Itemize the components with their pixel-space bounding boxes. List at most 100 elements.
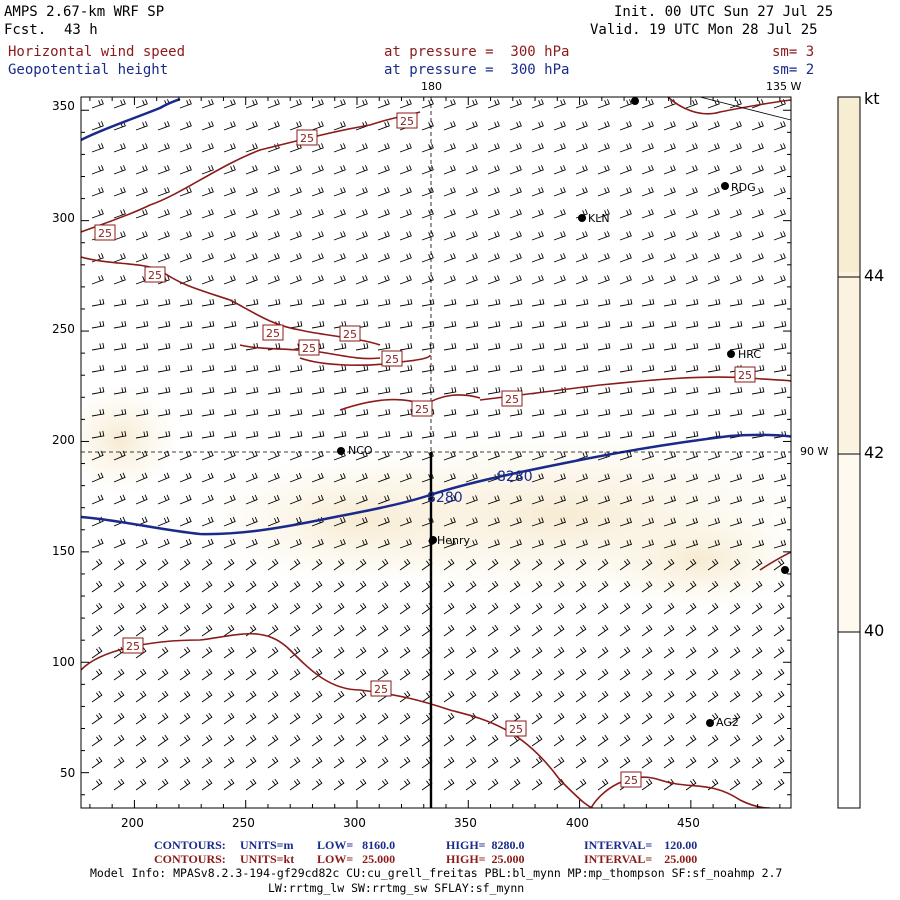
- wind-barb: [641, 756, 653, 769]
- wind-barb: [223, 690, 235, 703]
- wind-barb: [597, 646, 609, 659]
- wind-barb: [685, 275, 698, 285]
- wind-barb: [751, 734, 763, 747]
- wind-contour-label-box: [339, 325, 361, 342]
- wind-barb: [729, 778, 741, 791]
- wind-barb: [245, 450, 258, 461]
- wind-barb: [509, 451, 522, 461]
- wind-barb: [157, 516, 170, 527]
- wind-barb: [685, 580, 697, 593]
- wind-barb: [443, 298, 457, 307]
- wind-barb: [487, 165, 500, 175]
- wind-barb: [729, 539, 743, 549]
- wind-barb: [377, 209, 390, 219]
- wind-barb: [707, 121, 720, 131]
- wind-barb: [179, 580, 191, 593]
- wind-barb: [201, 165, 214, 175]
- wind-barb: [553, 668, 565, 681]
- wind-barb: [553, 495, 566, 505]
- wind-barb: [113, 756, 125, 769]
- wind-barb: [311, 209, 324, 219]
- wind-barb: [509, 165, 522, 175]
- wind-barb: [597, 580, 609, 593]
- station-marker: [429, 536, 437, 544]
- footer-contour2-interval: INTERVAL= 25.000: [584, 852, 698, 866]
- wind-barb: [179, 209, 192, 219]
- wind-barb: [685, 165, 698, 175]
- meridian-180-label: 180: [421, 80, 442, 93]
- wind-barb: [355, 473, 368, 483]
- wind-barb: [377, 602, 389, 615]
- wind-barb: [663, 231, 676, 241]
- wind-barb: [223, 253, 236, 263]
- wind-barb: [443, 517, 456, 527]
- wind-barb: [399, 386, 413, 395]
- wind-barb: [487, 495, 500, 505]
- wind-barb: [355, 517, 368, 527]
- wind-barb: [619, 165, 632, 175]
- wind-barb: [663, 165, 676, 175]
- wind-barb: [619, 121, 632, 131]
- wind-barb: [421, 209, 434, 219]
- wind-barb: [773, 187, 786, 197]
- wind-barb: [377, 275, 390, 285]
- wind-barb: [289, 253, 302, 263]
- wind-barb: [377, 342, 391, 351]
- wind-barb: [465, 187, 478, 197]
- wind-barb: [509, 408, 523, 417]
- wind-barb: [597, 539, 610, 549]
- wind-barb: [773, 253, 786, 263]
- wind-contour-label: 25: [300, 132, 314, 145]
- wind-barb: [663, 320, 677, 329]
- model-info-physics: LW:rrtmg_lw SW:rrtmg_sw SFLAY:sf_mynn: [268, 881, 525, 895]
- wind-barb: [399, 451, 412, 461]
- wind-barb: [707, 646, 719, 659]
- wind-barb: [377, 187, 390, 197]
- wind-barb: [487, 209, 500, 219]
- meridian-135w-label: 135 W: [766, 80, 802, 93]
- wind-barb: [399, 253, 412, 263]
- wind-barb: [311, 231, 324, 241]
- wind-barb: [487, 624, 499, 637]
- wind-barb: [729, 275, 742, 285]
- wind-barb: [311, 538, 324, 549]
- wind-contour-label: 25: [266, 327, 280, 340]
- wind-barb: [641, 558, 653, 571]
- wind-barb: [421, 143, 434, 153]
- wind-barb: [377, 668, 389, 681]
- wind-barb: [355, 668, 367, 681]
- wind-barb: [773, 539, 787, 549]
- wind-barb: [267, 231, 280, 241]
- wind-contour-label: 25: [509, 723, 523, 736]
- wind-barb: [751, 408, 765, 417]
- wind-barb: [399, 580, 411, 593]
- wind-barb: [179, 516, 192, 527]
- wind-barb: [179, 668, 191, 681]
- wind-barb: [531, 143, 544, 153]
- wind-barb: [685, 386, 699, 395]
- wind-barb: [465, 298, 479, 307]
- wind-barb: [267, 275, 280, 285]
- wind-contour-label-box: [144, 266, 166, 283]
- wind-barb: [531, 580, 543, 593]
- wind-barb: [751, 187, 764, 197]
- wind-barb: [91, 580, 103, 593]
- wind-barb: [597, 430, 611, 439]
- wind-barb: [553, 690, 565, 703]
- wind-barb: [421, 298, 435, 307]
- wind-barb: [619, 473, 633, 483]
- wind-barb: [377, 712, 389, 725]
- wind-barb: [773, 517, 787, 527]
- wind-barb: [553, 275, 566, 285]
- wind-barb: [113, 298, 127, 307]
- model-info: Model Info: MPASv8.2.3-194-gf29cd82c CU:…: [90, 866, 783, 880]
- wind-barb: [355, 602, 367, 615]
- wind-barb: [289, 364, 303, 373]
- wind-contour-label: 25: [738, 369, 752, 382]
- wind-barb: [377, 99, 390, 109]
- wind-barb: [377, 143, 390, 153]
- wind-barb: [311, 734, 323, 747]
- wind-barb: [729, 580, 741, 593]
- wind-barb: [707, 473, 721, 483]
- wind-barb: [619, 231, 632, 241]
